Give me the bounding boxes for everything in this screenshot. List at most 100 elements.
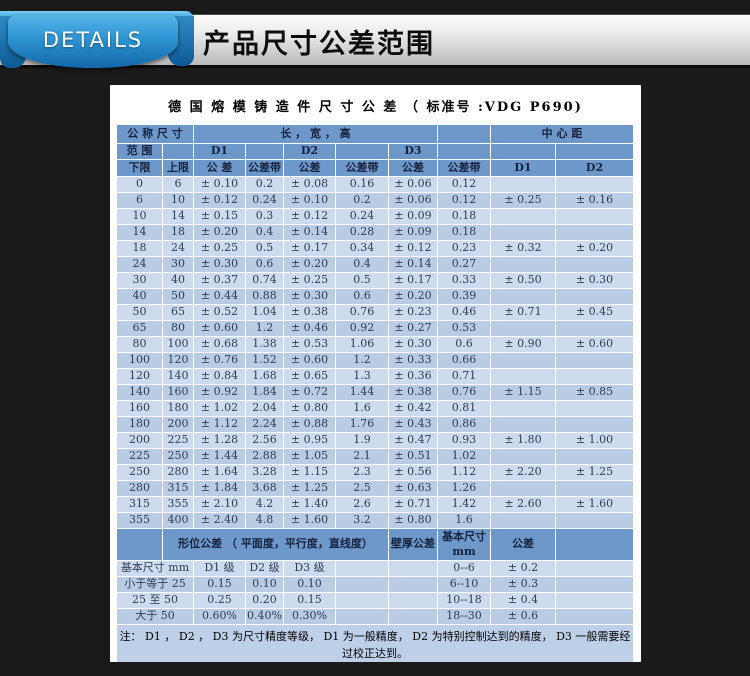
geo-table-cell: 0.25 [193,592,246,609]
table-cell: ± 0.38 [283,304,336,321]
table-cell: ± 0.25 [193,240,246,257]
table-cell: 0.4 [335,256,389,273]
table-cell: ± 0.20 [388,288,438,305]
geo-table-cell [335,560,389,577]
table-cell: ± 0.10 [283,192,336,209]
geo-table-cell: 小于等于 25 [116,576,194,593]
ribbon-body [8,15,178,68]
note-row: 注： D1 ， D2 ， D3 为尺寸精度等级， D1 为一般精度， D2 为特… [115,623,635,662]
table-cell: ± 0.46 [283,320,336,337]
geo-table-cell: 6--10 [437,576,491,593]
table-title: 德 国 熔 模 铸 造 件 尺 寸 公 差 （ 标准号 :VDG P690) [168,100,583,115]
table-cell: ± 0.56 [388,464,438,481]
table-cell: 18 [116,240,163,257]
table-cell: 1.52 [245,352,284,369]
table-cell: 30 [116,272,163,289]
geo-table-cell [388,576,438,593]
table-cell: ± 1.64 [193,464,246,481]
table-cell: 65 [162,304,194,321]
table-cell: 40 [162,272,194,289]
table-cell: 1.68 [245,368,284,385]
header-d3: D3 [388,143,438,160]
table-cell [490,288,556,305]
geo-table-cell: 0.10 [245,576,284,593]
table-cell [554,224,635,241]
table-cell: 0.46 [437,304,491,321]
table-cell: ± 1.25 [283,480,336,497]
table-cell: 280 [162,464,194,481]
table-cell: ± 0.06 [388,192,438,209]
table-cell: 80 [116,336,163,353]
table-cell: ± 0.17 [388,272,438,289]
table-cell: ± 0.53 [283,336,336,353]
geo-table-cell [335,576,389,593]
table-cell: 0.53 [437,320,491,337]
table-cell: ± 0.60 [554,336,635,353]
table-cell: 120 [116,368,163,385]
table-cell: 4.2 [245,496,284,513]
geo-table-cell: 18--30 [437,608,491,625]
table-row: 315 355 ± 2.10 4.2 ± 1.40 2.6 ± 0.71 1.42 ± 2.60… [116,496,635,513]
geo-table-cell: 0.15 [193,576,246,593]
table-cell: 0.24 [245,192,284,209]
table-cell: ± 2.40 [193,512,246,529]
table-cell: ± 1.12 [193,416,246,433]
table-cell: 14 [116,224,163,241]
header-form-tolerance: 形位公差 （ 平面度，平行度，直线度） [162,528,389,561]
table-cell: ± 0.25 [283,272,336,289]
geo-table-row: 基本尺寸 mm D1 级 D2 级 D3 级 0--6 ± 0.2 [116,560,635,577]
table-cell: 0.23 [437,240,491,257]
table-cell: 3.28 [245,464,284,481]
header-spacer [116,528,163,561]
geo-table-row: 25 至 50 0.25 0.20 0.15 10--18 ± 0.4 [116,592,635,609]
table-cell: ± 0.92 [193,384,246,401]
table-cell: ± 1.40 [283,496,336,513]
table-cell: 1.6 [437,512,491,529]
table-cell: 1.04 [245,304,284,321]
table-row: 280 315 ± 1.84 3.68 ± 1.25 2.5 ± 0.63 1.26 [116,480,635,497]
header-d2: D2 [283,143,336,160]
table-cell: 24 [162,240,194,257]
table-cell: ± 0.37 [193,272,246,289]
table-cell: ± 0.23 [388,304,438,321]
table-cell: ± 0.68 [193,336,246,353]
table-cell: ± 0.72 [283,384,336,401]
table-cell: ± 0.71 [490,304,556,321]
geo-table-cell [388,608,438,625]
geo-table-cell: 基本尺寸 mm [116,560,194,577]
table-cell: ± 1.25 [554,464,635,481]
table-cell: ± 0.14 [283,224,336,241]
geo-table-cell: 10--18 [437,592,491,609]
header-band-d2: 公差带 [335,159,389,177]
table-cell: ± 0.80 [283,400,336,417]
table-cell [490,512,556,529]
table-cell: ± 0.10 [193,176,246,193]
table-row: 80 100 ± 0.68 1.38 ± 0.53 1.06 ± 0.30 0.6 ± 0.90… [116,336,635,353]
table-cell: ± 0.30 [388,336,438,353]
table-cell: 3.68 [245,480,284,497]
table-cell: ± 0.12 [283,208,336,225]
table-cell: 2.88 [245,448,284,465]
header-tol-d1: 公 差 [193,159,246,177]
table-cell: 0.12 [437,176,491,193]
geo-table-cell: 0.40% [245,608,284,625]
table-cell: ± 0.60 [193,320,246,337]
table-cell: 0.76 [335,304,389,321]
table-cell: ± 0.43 [388,416,438,433]
table-row: 10 14 ± 0.15 0.3 ± 0.12 0.24 ± 0.09 0.18 [116,208,635,225]
table-cell: 0.33 [437,272,491,289]
table-cell: 0.74 [245,272,284,289]
table-row: 355 400 ± 2.40 4.8 ± 1.60 3.2 ± 0.80 1.6 [116,512,635,529]
geo-table-row: 大于 50 0.60% 0.40% 0.30% 18--30 ± 0.6 [116,608,635,625]
table-cell: 0.66 [437,352,491,369]
table-cell: 280 [116,480,163,497]
table-cell: 0.6 [437,336,491,353]
table-cell: 30 [162,256,194,273]
table-cell: 10 [162,192,194,209]
table-cell [554,288,635,305]
table-cell: 2.3 [335,464,389,481]
table-cell: ± 0.06 [388,176,438,193]
table-cell: ± 0.71 [388,496,438,513]
geo-table-cell: 25 至 50 [116,592,194,609]
